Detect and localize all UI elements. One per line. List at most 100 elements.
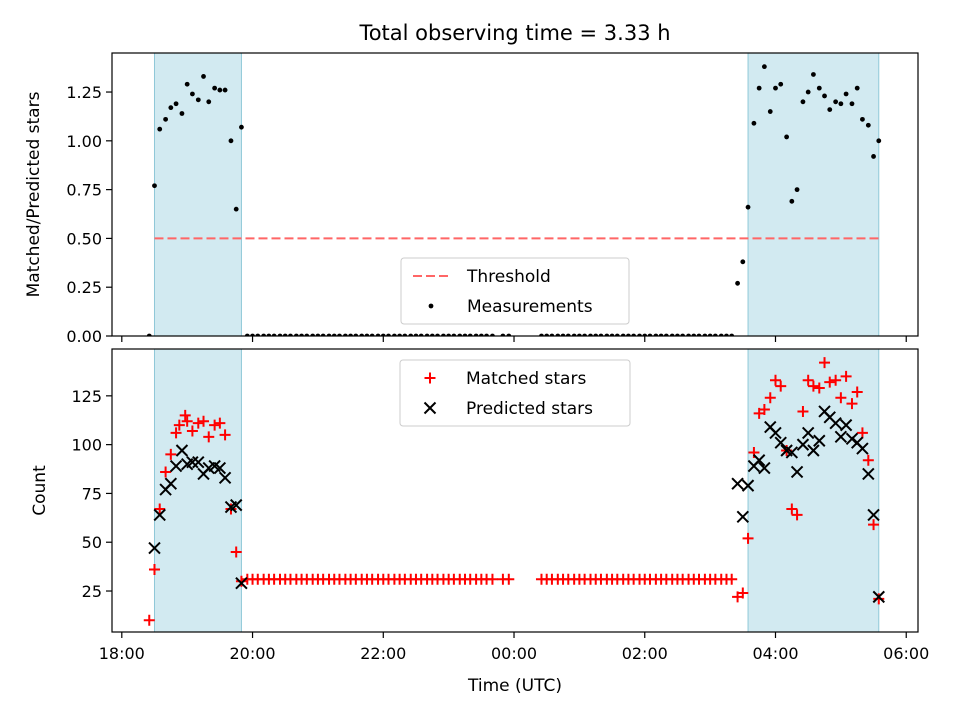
data-point xyxy=(819,357,831,369)
observing-window-shade xyxy=(747,53,880,336)
x-tick-label: 00:00 xyxy=(491,644,537,663)
data-point xyxy=(856,442,869,455)
y-tick-label: 0.25 xyxy=(66,278,102,297)
data-point xyxy=(871,154,876,159)
data-point xyxy=(165,448,177,460)
data-point xyxy=(839,418,853,432)
data-point xyxy=(873,593,885,605)
legend-marker xyxy=(428,303,434,309)
data-point xyxy=(773,85,778,91)
data-point xyxy=(233,206,239,212)
data-point xyxy=(761,64,767,70)
data-point xyxy=(843,91,849,97)
data-point xyxy=(758,461,771,475)
series-predicted-stars xyxy=(148,405,885,604)
data-point xyxy=(830,374,842,386)
legend-marker xyxy=(423,401,437,415)
series-matched-stars xyxy=(143,357,885,626)
data-point xyxy=(152,183,157,189)
data-point xyxy=(160,466,172,478)
data-point xyxy=(791,509,803,521)
data-point xyxy=(872,590,885,604)
data-point xyxy=(181,415,193,427)
data-point xyxy=(206,99,212,105)
data-point xyxy=(143,614,155,626)
x-tick-label: 06:00 xyxy=(883,644,929,663)
legend-label: Measurements xyxy=(467,297,593,317)
data-point xyxy=(229,498,243,512)
y-tick-label: 50 xyxy=(82,533,102,552)
data-point xyxy=(838,101,844,107)
data-point xyxy=(184,81,190,87)
data-point xyxy=(169,459,183,473)
data-point xyxy=(486,573,498,585)
y-tick-label: 0.00 xyxy=(66,327,102,346)
data-point xyxy=(824,376,836,388)
data-point xyxy=(228,138,234,144)
data-point xyxy=(190,91,195,97)
bottom-panel-counts: 25 50 75 100 125 18:00 20:00 22:00 00:00 02:00 04:… xyxy=(30,348,929,663)
data-point xyxy=(153,508,166,522)
data-point xyxy=(218,471,232,485)
data-point xyxy=(796,438,810,451)
legend-label: Threshold xyxy=(466,267,551,287)
data-point xyxy=(856,427,868,439)
y-axis-label: Matched/Predicted stars xyxy=(24,91,44,297)
data-point xyxy=(186,455,199,469)
data-point xyxy=(198,415,210,427)
data-point xyxy=(157,126,163,132)
data-point xyxy=(865,122,871,128)
data-point xyxy=(789,198,795,204)
data-point xyxy=(173,101,179,107)
data-point xyxy=(219,429,231,441)
y-tick-label: 125 xyxy=(71,387,102,406)
data-point xyxy=(876,138,882,144)
data-point xyxy=(213,461,227,475)
data-point xyxy=(811,72,816,77)
data-point xyxy=(168,105,174,111)
data-point xyxy=(769,374,781,386)
data-point xyxy=(774,436,787,449)
data-point xyxy=(829,416,842,430)
data-point xyxy=(736,510,750,524)
data-point xyxy=(862,467,875,481)
data-point xyxy=(802,374,814,386)
data-point xyxy=(170,427,182,439)
legend: Matched stars Predicted stars xyxy=(399,359,631,427)
data-point xyxy=(784,134,790,140)
y-tick-label: 75 xyxy=(82,484,102,503)
axes-frame xyxy=(111,348,919,633)
data-point xyxy=(807,380,819,392)
y-tick-label: 100 xyxy=(71,436,102,455)
y-tick-label: 0.75 xyxy=(66,181,102,200)
data-point xyxy=(854,85,860,91)
observing-window-shade xyxy=(153,349,242,632)
data-point xyxy=(833,99,839,105)
data-point xyxy=(230,546,242,558)
data-point xyxy=(735,280,740,286)
data-point xyxy=(239,124,244,130)
legend: Threshold Measurements xyxy=(400,257,630,325)
data-point xyxy=(742,532,754,544)
data-point xyxy=(827,107,833,112)
data-point xyxy=(794,187,800,193)
data-point xyxy=(179,409,191,421)
y-tick-label: 1.00 xyxy=(66,132,102,151)
data-point xyxy=(235,576,248,590)
data-point xyxy=(778,81,784,87)
data-point xyxy=(203,431,215,443)
observing-window-shade xyxy=(153,53,242,336)
data-point xyxy=(235,575,247,587)
data-point xyxy=(860,116,865,122)
x-tick-label: 20:00 xyxy=(229,644,275,663)
data-point xyxy=(195,97,201,103)
data-point xyxy=(867,508,880,522)
data-point xyxy=(217,87,223,93)
data-point xyxy=(862,454,874,466)
data-point xyxy=(851,386,863,398)
data-point xyxy=(813,382,825,394)
data-point xyxy=(822,93,827,99)
data-point xyxy=(813,434,826,447)
data-point xyxy=(148,564,160,576)
